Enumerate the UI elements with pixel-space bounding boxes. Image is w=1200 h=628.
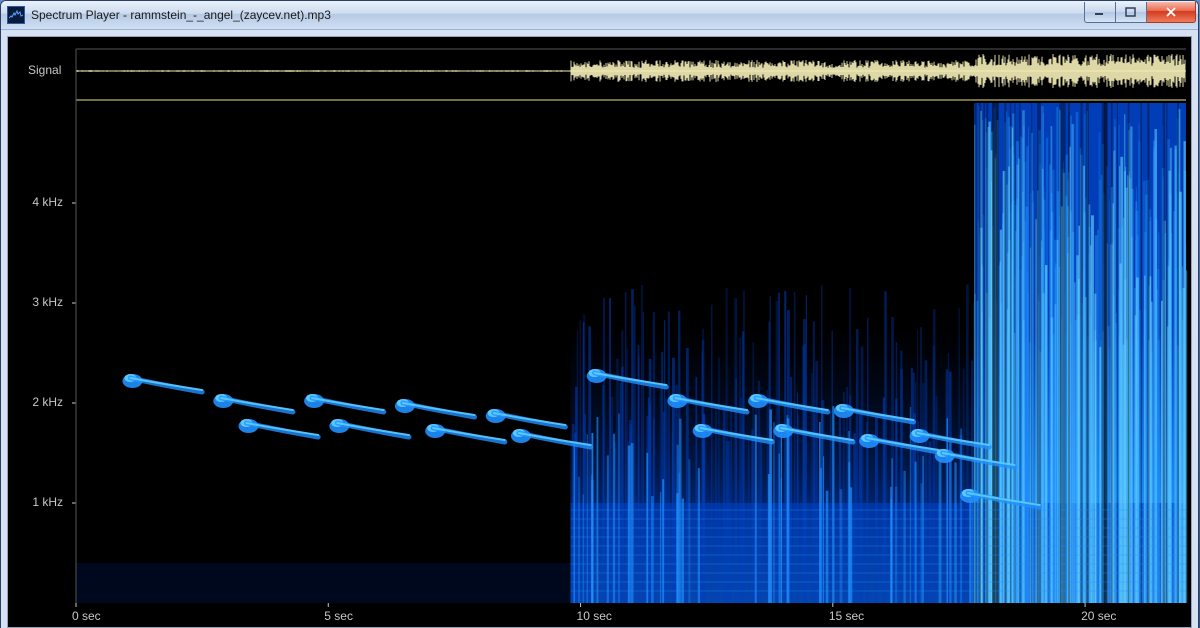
window-title: Spectrum Player - rammstein_-_angel_(zay… bbox=[31, 8, 331, 22]
titlebar[interactable]: Spectrum Player - rammstein_-_angel_(zay… bbox=[1, 1, 1198, 30]
close-button[interactable] bbox=[1147, 2, 1196, 23]
y-axis-tick-label: 4 kHz bbox=[32, 195, 63, 209]
app-window: Spectrum Player - rammstein_-_angel_(zay… bbox=[0, 0, 1199, 628]
x-axis-tick-label: 10 sec bbox=[577, 609, 612, 623]
x-axis-tick-label: 0 sec bbox=[72, 609, 101, 623]
y-axis-tick-label: 1 kHz bbox=[32, 495, 63, 509]
minimize-button[interactable] bbox=[1084, 2, 1116, 23]
y-axis-tick-label: 2 kHz bbox=[32, 395, 63, 409]
spectrogram-plot[interactable]: Signal 1 kHz 2 kHz 3 kHz 4 kHz 0 sec 5 sec 10 s… bbox=[8, 37, 1191, 627]
y-axis-tick-label: 3 kHz bbox=[32, 295, 63, 309]
x-axis-tick-label: 5 sec bbox=[324, 609, 353, 623]
y-axis-signal-label: Signal bbox=[28, 63, 61, 77]
client-area: Signal 1 kHz 2 kHz 3 kHz 4 kHz 0 sec 5 sec 10 s… bbox=[7, 36, 1192, 628]
maximize-button[interactable] bbox=[1116, 2, 1147, 23]
app-icon bbox=[7, 6, 25, 24]
window-controls bbox=[1084, 2, 1196, 22]
x-axis-tick-label: 15 sec bbox=[829, 609, 864, 623]
spectrogram-canvas bbox=[8, 37, 1192, 627]
x-axis-tick-label: 20 sec bbox=[1081, 609, 1116, 623]
